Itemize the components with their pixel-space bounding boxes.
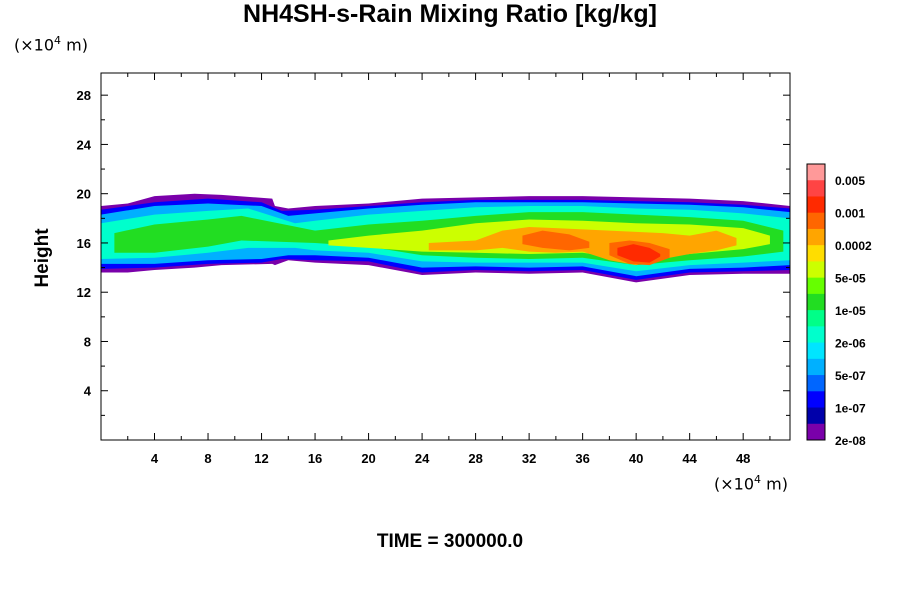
colorbar-swatch xyxy=(807,293,825,311)
colorbar-label: 1e-07 xyxy=(835,402,866,416)
x-tick-label: 48 xyxy=(736,451,750,466)
y-tick-label: 28 xyxy=(77,88,91,103)
x-tick-label: 16 xyxy=(308,451,322,466)
x-tick-label: 8 xyxy=(204,451,211,466)
colorbar-swatch xyxy=(807,180,825,197)
colorbar-label: 2e-06 xyxy=(835,337,866,351)
colorbar-swatch xyxy=(807,407,825,425)
y-tick-label: 8 xyxy=(84,334,91,349)
chart-title: NH4SH-s-Rain Mixing Ratio [kg/kg] xyxy=(243,0,657,28)
colorbar-label: 5e-05 xyxy=(835,272,866,286)
colorbar-swatch xyxy=(807,391,825,409)
x-tick-label: 40 xyxy=(629,451,643,466)
contour-band-8-9 xyxy=(617,244,661,263)
colorbar-swatch xyxy=(807,423,825,441)
time-label: TIME = 300000.0 xyxy=(376,531,524,552)
colorbar-swatch xyxy=(807,245,825,262)
colorbar-swatch xyxy=(807,277,825,295)
colorbar-swatch xyxy=(807,358,825,376)
x-tick-label: 4 xyxy=(151,451,159,466)
y-tick-label: 16 xyxy=(77,236,91,251)
contour-layer xyxy=(101,193,790,283)
colorbar-swatch xyxy=(807,342,825,360)
colorbar-swatch xyxy=(807,375,825,392)
colorbar-label: 2e-08 xyxy=(835,434,866,448)
colorbar-swatch xyxy=(807,196,825,214)
colorbar-swatch xyxy=(807,164,825,181)
x-tick-label: 20 xyxy=(361,451,375,466)
colorbar-swatch xyxy=(807,228,825,246)
colorbar-label: 5e-07 xyxy=(835,369,866,383)
colorbar: 0.005 0.001 0.0002 5e-05 1e-05 2e-06 5e-07 1e-0… xyxy=(806,163,872,448)
x-tick-label: 12 xyxy=(254,451,268,466)
colorbar-swatch xyxy=(807,326,825,344)
plot-frame xyxy=(100,72,791,441)
colorbar-swatch xyxy=(807,310,825,327)
colorbar-swatch xyxy=(807,212,825,230)
x-tick-label: 44 xyxy=(682,451,697,466)
colorbar-label: 1e-05 xyxy=(835,304,866,318)
y-tick-label: 24 xyxy=(77,137,92,152)
x-tick-label: 32 xyxy=(522,451,536,466)
colorbar-label: 0.005 xyxy=(835,174,865,188)
colorbar-swatch xyxy=(807,261,825,279)
contour-band-7-7 xyxy=(522,230,590,251)
y-tick-label: 20 xyxy=(77,187,91,202)
colorbar-label: 0.001 xyxy=(835,207,865,221)
y-tick-label: 4 xyxy=(84,384,92,399)
x-axis-unit: (×104 m) xyxy=(714,473,788,494)
colorbar-frame xyxy=(806,163,826,441)
y-axis-unit: (×104 m) xyxy=(14,34,88,55)
y-tick-label: 12 xyxy=(77,285,91,300)
x-tick-label: 28 xyxy=(468,451,482,466)
x-tick-label: 24 xyxy=(415,451,430,466)
colorbar-label: 0.0002 xyxy=(835,239,872,253)
x-tick-label: 36 xyxy=(575,451,589,466)
